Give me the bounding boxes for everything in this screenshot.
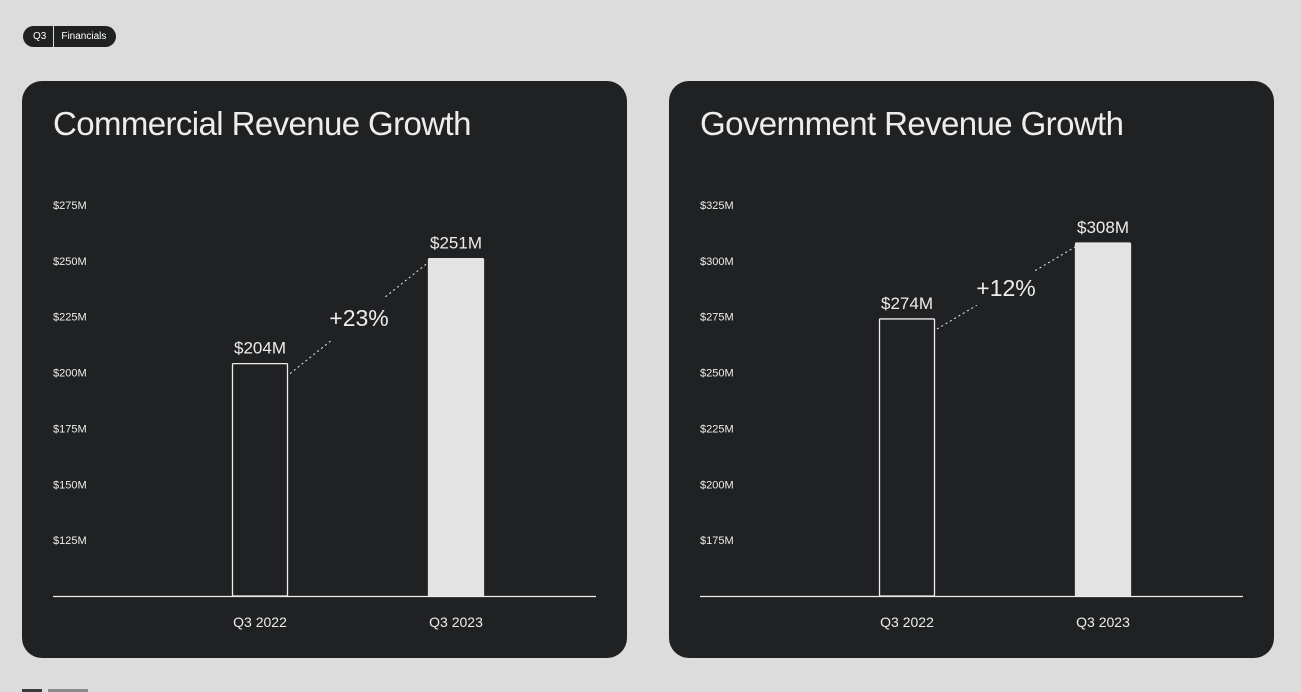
y-tick-label: $175M — [53, 423, 87, 435]
y-tick-label: $200M — [53, 368, 87, 380]
y-tick-label: $250M — [700, 368, 734, 380]
growth-connector-upper — [1034, 246, 1076, 272]
data-label: $204M — [234, 339, 286, 358]
data-label: $308M — [1077, 218, 1129, 237]
y-tick-label: $250M — [53, 256, 87, 268]
data-label: $274M — [881, 294, 933, 313]
x-tick-label: Q3 2023 — [429, 614, 483, 630]
commercial-chart-title: Commercial Revenue Growth — [53, 105, 471, 142]
y-tick-label: $225M — [700, 423, 734, 435]
bar-q3-2023 — [1074, 242, 1132, 597]
y-tick-label: $275M — [700, 312, 734, 324]
growth-label: +12% — [976, 275, 1035, 301]
growth-label: +23% — [329, 305, 388, 331]
government-revenue-chart: $175M $200M $225M $250M $275M $300M $325M $274M… — [700, 200, 1243, 630]
commercial-revenue-chart: $125M $150M $175M $200M $225M $250M $275M $204M… — [53, 200, 596, 630]
growth-connector-lower — [936, 304, 978, 330]
growth-connector-upper — [385, 262, 429, 298]
government-revenue-card: Government Revenue Growth $175M $200M $225… — [669, 81, 1274, 658]
bar-q3-2022 — [878, 318, 936, 597]
tag-divider — [53, 26, 55, 47]
y-tick-label: $150M — [53, 479, 87, 491]
y-tick-label: $275M — [53, 200, 87, 212]
y-tick-label: $200M — [700, 479, 734, 491]
footer-logo-strip — [22, 689, 88, 692]
government-chart-title: Government Revenue Growth — [700, 105, 1124, 142]
commercial-revenue-card: Commercial Revenue Growth $125M $150M $175… — [22, 81, 627, 658]
y-tick-label: $225M — [53, 312, 87, 324]
y-tick-label: $175M — [700, 535, 734, 547]
bar-q3-2023 — [427, 257, 485, 597]
x-tick-label: Q3 2022 — [880, 614, 934, 630]
section-tag: Q3 Financials — [23, 26, 117, 47]
y-tick-label: $325M — [700, 200, 734, 212]
y-tick-label: $125M — [53, 535, 87, 547]
bar-q3-2022 — [231, 362, 289, 597]
y-tick-label: $300M — [700, 256, 734, 268]
growth-connector-lower — [289, 339, 333, 375]
data-label: $251M — [430, 234, 482, 253]
tag-section: Financials — [61, 31, 107, 42]
tag-quarter: Q3 — [33, 31, 47, 42]
x-tick-label: Q3 2023 — [1076, 614, 1130, 630]
x-tick-label: Q3 2022 — [233, 614, 287, 630]
